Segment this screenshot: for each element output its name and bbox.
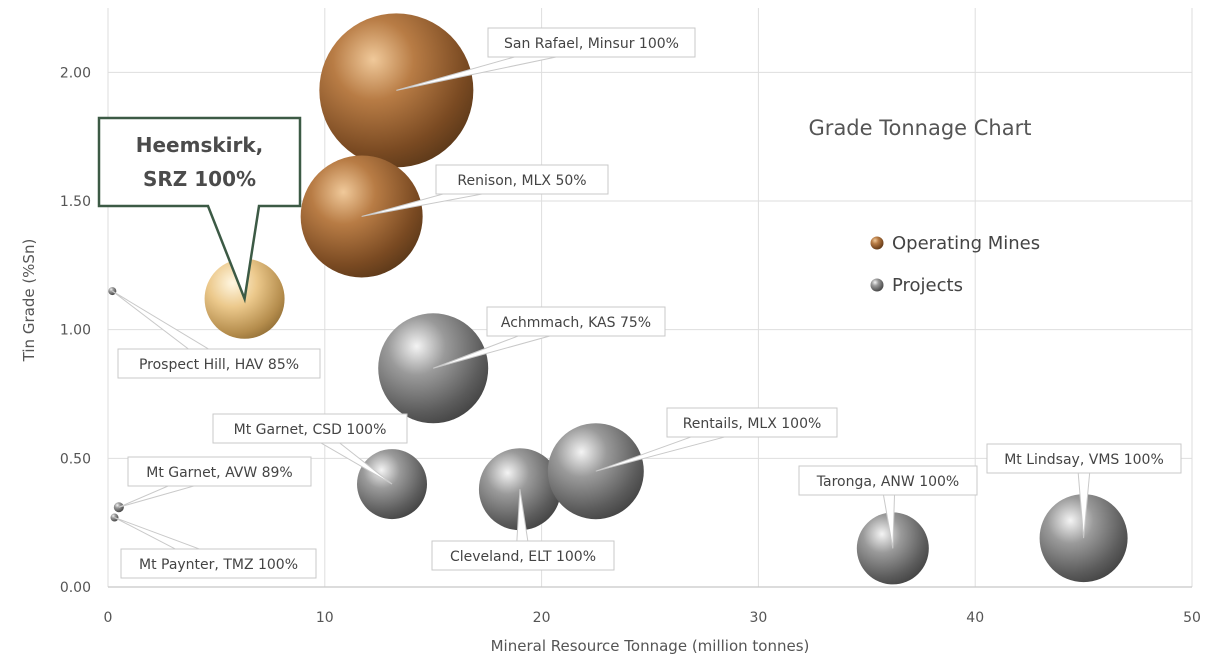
y-tick-label: 2.00 <box>60 65 91 81</box>
point-label: Prospect Hill, HAV 85% <box>139 357 299 373</box>
legend-projects-label: Projects <box>892 275 963 296</box>
x-axis-title: Mineral Resource Tonnage (million tonnes… <box>491 637 810 655</box>
y-tick-label: 1.00 <box>60 323 91 339</box>
label-box <box>486 306 666 337</box>
point-label: Taronga, ANW 100% <box>816 474 959 490</box>
x-tick-label: 40 <box>966 610 984 626</box>
highlight-callout: Heemskirk, SRZ 100% <box>97 116 302 304</box>
legend-projects-marker <box>870 278 884 292</box>
x-tick-label: 30 <box>749 610 767 626</box>
label-box <box>487 27 696 58</box>
legend-item-projects: Projects <box>870 275 963 296</box>
label-box <box>120 548 317 579</box>
y-axis-title: Tin Grade (%Sn) <box>20 239 38 363</box>
highlight-label: Heemskirk, <box>136 133 264 157</box>
label-box <box>798 465 978 496</box>
y-tick-label: 1.50 <box>60 194 91 210</box>
x-tick-label: 20 <box>533 610 551 626</box>
label-box <box>986 443 1182 474</box>
x-tick-label: 0 <box>104 610 113 626</box>
point-label: Achmmach, KAS 75% <box>501 315 651 331</box>
point-labels: San Rafael, Minsur 100% Renison, MLX 50% P… <box>112 27 1182 579</box>
point-label: Mt Garnet, AVW 89% <box>146 465 293 481</box>
label-box <box>117 348 321 379</box>
highlight-callout-box <box>97 116 302 304</box>
chart-title: Grade Tonnage Chart <box>809 116 1032 140</box>
label-box <box>127 456 312 487</box>
highlight-label: SRZ 100% <box>143 167 256 191</box>
legend-operating-label: Operating Mines <box>892 233 1040 254</box>
legend-item-operating: Operating Mines <box>870 233 1040 254</box>
label-box <box>666 407 838 438</box>
legend: Operating Mines Projects <box>870 233 1040 296</box>
x-tick-label: 50 <box>1183 610 1201 626</box>
point-label: Mt Lindsay, VMS 100% <box>1004 452 1164 468</box>
point-label: San Rafael, Minsur 100% <box>504 36 679 52</box>
axes: 0 10 20 30 40 50 0.00 0.50 1.00 1.50 2.00 <box>60 65 1201 626</box>
y-tick-label: 0.50 <box>60 451 91 467</box>
label-box <box>431 540 615 571</box>
legend-operating-marker <box>870 236 884 250</box>
label-box <box>212 413 408 444</box>
point-label: Renison, MLX 50% <box>457 173 586 189</box>
point-label: Cleveland, ELT 100% <box>450 549 596 565</box>
label-box <box>435 164 609 195</box>
x-tick-label: 10 <box>316 610 334 626</box>
point-label: Mt Garnet, CSD 100% <box>234 422 387 438</box>
y-tick-label: 0.00 <box>60 580 91 596</box>
point-label: Mt Paynter, TMZ 100% <box>139 557 298 573</box>
point-label: Rentails, MLX 100% <box>683 416 822 432</box>
